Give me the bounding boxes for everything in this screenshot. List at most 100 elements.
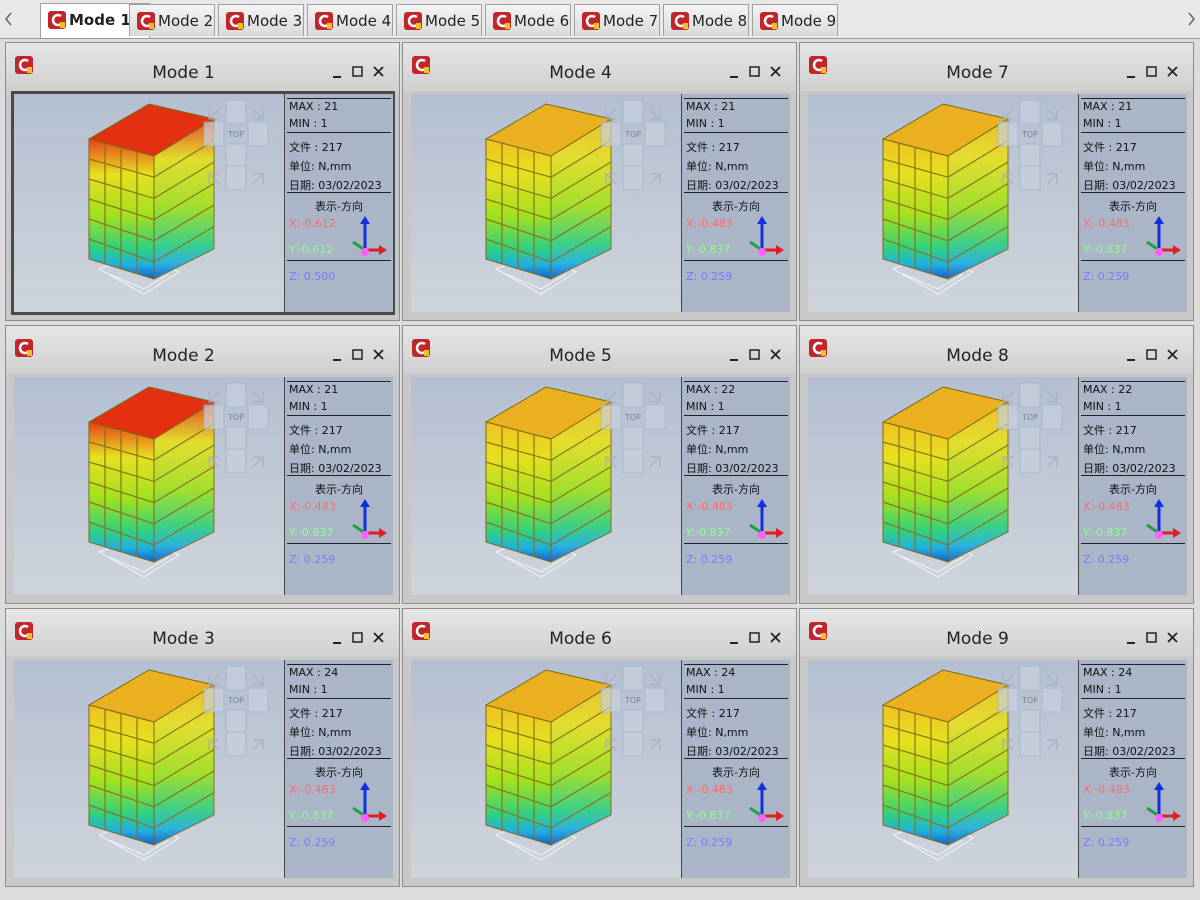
nav-tile[interactable] <box>1019 165 1041 191</box>
nav-arrow[interactable] <box>605 739 617 751</box>
nav-arrow[interactable] <box>649 173 661 185</box>
restore[interactable] <box>749 66 760 77</box>
nav-arrow[interactable] <box>1046 108 1058 120</box>
tab[interactable]: Mode 3 <box>218 4 304 36</box>
nav-tile[interactable] <box>225 165 247 191</box>
nav-arrow[interactable] <box>605 391 617 403</box>
nav-arrow[interactable] <box>605 173 617 185</box>
nav-arrow[interactable] <box>208 739 220 751</box>
nav-arrow[interactable] <box>1046 173 1058 185</box>
nav-arrow[interactable] <box>1046 674 1058 686</box>
nav-arrow[interactable] <box>1002 456 1014 468</box>
nav-tile[interactable] <box>203 404 225 430</box>
nav-arrow[interactable] <box>252 108 264 120</box>
nav-tile[interactable] <box>644 687 666 713</box>
nav-arrow[interactable] <box>649 108 661 120</box>
nav-arrow[interactable] <box>605 108 617 120</box>
close[interactable] <box>770 66 781 77</box>
nav-tile[interactable] <box>247 404 269 430</box>
nav-tile[interactable] <box>203 687 225 713</box>
nav-tile[interactable] <box>1019 426 1041 452</box>
nav-tile[interactable] <box>622 99 644 125</box>
nav-cube[interactable]: TOP <box>203 99 269 191</box>
nav-tile[interactable] <box>622 426 644 452</box>
nav-tile[interactable] <box>622 665 644 691</box>
close[interactable] <box>373 349 384 360</box>
nav-tile[interactable] <box>225 143 247 169</box>
nav-tile[interactable] <box>1041 687 1063 713</box>
tab[interactable]: Mode 2 <box>129 4 215 36</box>
restore[interactable] <box>352 349 363 360</box>
nav-arrow[interactable] <box>605 674 617 686</box>
nav-arrow[interactable] <box>649 674 661 686</box>
restore[interactable] <box>1146 632 1157 643</box>
nav-cube[interactable]: TOP <box>997 382 1063 474</box>
nav-tile[interactable] <box>622 143 644 169</box>
nav-arrow[interactable] <box>252 173 264 185</box>
nav-tile[interactable] <box>1019 143 1041 169</box>
nav-cube[interactable]: TOP <box>600 99 666 191</box>
nav-tile[interactable] <box>622 382 644 408</box>
nav-arrow[interactable] <box>1002 391 1014 403</box>
nav-arrow[interactable] <box>252 739 264 751</box>
nav-tile[interactable] <box>203 121 225 147</box>
nav-tile[interactable] <box>644 121 666 147</box>
nav-cube[interactable]: TOP <box>203 665 269 757</box>
tab[interactable]: Mode 4 <box>307 4 393 36</box>
close[interactable] <box>1167 632 1178 643</box>
close[interactable] <box>1167 66 1178 77</box>
nav-tile[interactable] <box>622 731 644 757</box>
nav-tile[interactable] <box>622 709 644 735</box>
nav-cube[interactable]: TOP <box>600 665 666 757</box>
nav-tile[interactable] <box>997 687 1019 713</box>
close[interactable] <box>770 349 781 360</box>
tab[interactable]: Mode 5 <box>396 4 482 36</box>
nav-arrow[interactable] <box>1002 674 1014 686</box>
nav-arrow[interactable] <box>649 739 661 751</box>
tab[interactable]: Mode 9 <box>752 4 838 36</box>
restore[interactable] <box>1146 349 1157 360</box>
restore[interactable] <box>1146 66 1157 77</box>
nav-cube[interactable]: TOP <box>203 382 269 474</box>
nav-arrow[interactable] <box>1046 391 1058 403</box>
nav-tile[interactable] <box>225 382 247 408</box>
nav-tile[interactable] <box>225 448 247 474</box>
nav-arrow[interactable] <box>1002 108 1014 120</box>
nav-cube[interactable]: TOP <box>997 99 1063 191</box>
nav-tile[interactable] <box>1041 404 1063 430</box>
nav-cube[interactable]: TOP <box>997 665 1063 757</box>
nav-tile[interactable] <box>1019 448 1041 474</box>
nav-tile[interactable] <box>622 165 644 191</box>
nav-tile[interactable] <box>247 687 269 713</box>
nav-arrow[interactable] <box>208 391 220 403</box>
nav-arrow[interactable] <box>649 456 661 468</box>
nav-tile[interactable] <box>1019 99 1041 125</box>
nav-tile[interactable] <box>622 448 644 474</box>
nav-arrow[interactable] <box>208 173 220 185</box>
scroll-right[interactable] <box>1184 0 1198 38</box>
nav-arrow[interactable] <box>252 674 264 686</box>
tab[interactable]: Mode 6 <box>485 4 571 36</box>
restore[interactable] <box>749 632 760 643</box>
nav-arrow[interactable] <box>252 391 264 403</box>
close[interactable] <box>373 632 384 643</box>
nav-tile[interactable] <box>225 99 247 125</box>
nav-tile[interactable] <box>225 426 247 452</box>
nav-tile[interactable] <box>225 731 247 757</box>
nav-arrow[interactable] <box>1002 173 1014 185</box>
tab[interactable]: Mode 8 <box>663 4 749 36</box>
nav-tile[interactable] <box>247 121 269 147</box>
nav-tile[interactable] <box>600 687 622 713</box>
nav-tile[interactable] <box>997 121 1019 147</box>
nav-tile[interactable] <box>1041 121 1063 147</box>
nav-tile[interactable] <box>600 404 622 430</box>
nav-arrow[interactable] <box>1002 739 1014 751</box>
nav-tile[interactable] <box>997 404 1019 430</box>
nav-arrow[interactable] <box>252 456 264 468</box>
nav-tile[interactable] <box>644 404 666 430</box>
nav-arrow[interactable] <box>1046 456 1058 468</box>
nav-tile[interactable] <box>1019 382 1041 408</box>
close[interactable] <box>1167 349 1178 360</box>
nav-tile[interactable] <box>600 121 622 147</box>
nav-arrow[interactable] <box>1046 739 1058 751</box>
